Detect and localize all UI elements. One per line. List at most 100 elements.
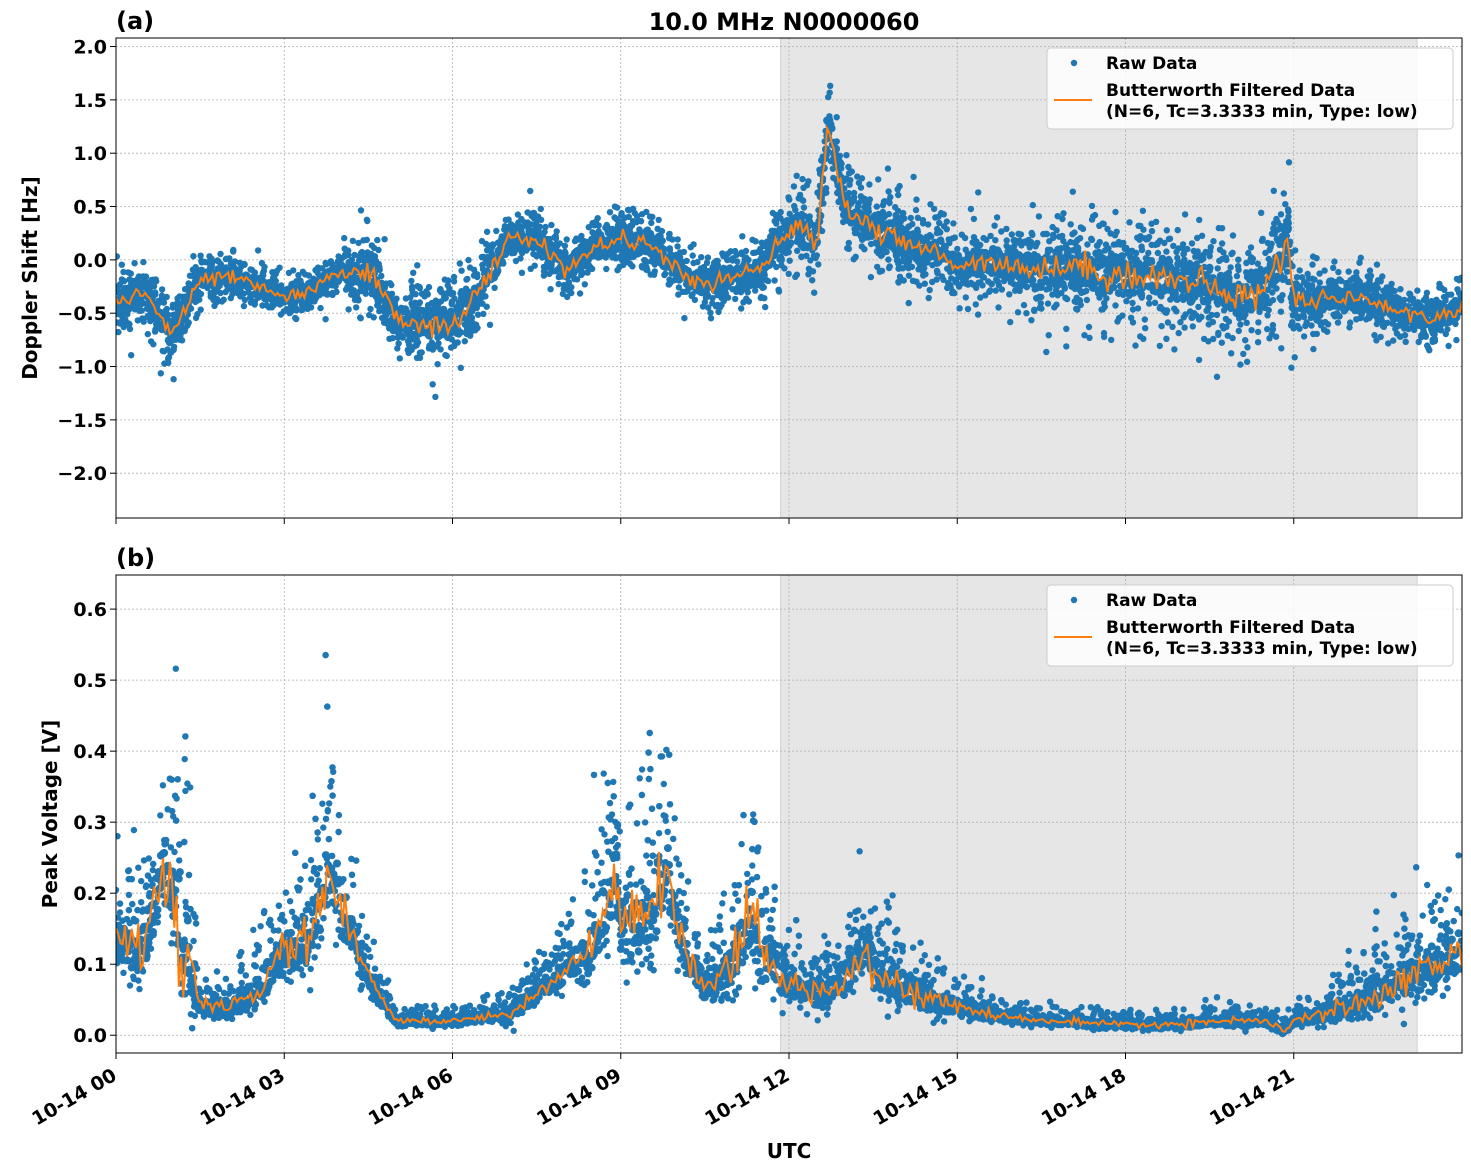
raw-data-point [493, 227, 500, 235]
raw-data-point [333, 288, 340, 295]
raw-data-point [1029, 201, 1037, 209]
raw-data-point [1414, 287, 1421, 294]
raw-data-point [674, 243, 681, 250]
raw-data-point [590, 230, 597, 237]
raw-data-point [532, 213, 539, 221]
raw-data-point [297, 306, 305, 314]
raw-data-point [1228, 350, 1235, 357]
raw-data-point [1145, 233, 1153, 241]
raw-data-point [1220, 249, 1227, 256]
raw-data-point [790, 183, 798, 190]
raw-data-point [885, 188, 892, 195]
raw-data-point [584, 269, 591, 276]
raw-data-point [798, 196, 805, 203]
raw-data-point [912, 206, 920, 214]
raw-data-point [1268, 240, 1275, 247]
raw-data-point [866, 181, 873, 188]
raw-data-point [867, 273, 875, 281]
raw-data-point [798, 253, 805, 261]
raw-data-point [992, 237, 999, 244]
raw-data-point [958, 231, 965, 238]
raw-data-point [1181, 211, 1189, 218]
raw-data-point [948, 275, 955, 282]
raw-data-point [116, 328, 122, 336]
raw-data-point [453, 329, 461, 338]
raw-data-point [1436, 280, 1443, 288]
raw-data-point [710, 259, 718, 267]
raw-data-point [683, 257, 690, 265]
raw-data-point [767, 232, 775, 240]
raw-data-point [773, 263, 780, 271]
raw-data-point [798, 210, 806, 218]
raw-data-point [857, 184, 865, 191]
raw-data-point [229, 290, 236, 298]
raw-data-point [940, 211, 947, 218]
raw-data-point [1300, 333, 1308, 340]
raw-data-point [800, 204, 808, 211]
raw-data-point [327, 258, 335, 265]
raw-data-point [359, 256, 368, 265]
raw-data-point [807, 257, 814, 264]
raw-data-point [987, 287, 994, 294]
raw-data-point [933, 267, 941, 274]
raw-data-point [1033, 294, 1040, 302]
raw-data-point [254, 277, 263, 285]
raw-data-point [1077, 224, 1085, 231]
raw-data-point [704, 291, 711, 298]
raw-data-point [1129, 306, 1137, 313]
raw-data-point [626, 207, 633, 214]
raw-data-point [705, 304, 712, 311]
raw-data-point [473, 299, 482, 308]
raw-data-point [1060, 210, 1067, 217]
raw-data-point [489, 241, 496, 248]
raw-data-point [408, 283, 416, 290]
raw-data-point [1442, 330, 1450, 338]
raw-data-point [542, 223, 549, 231]
raw-data-point [1310, 345, 1317, 353]
raw-data-point [951, 289, 958, 297]
raw-data-point [925, 294, 932, 302]
raw-data-point [200, 258, 208, 265]
raw-data-point [1224, 332, 1232, 339]
raw-data-point [134, 317, 141, 324]
raw-data-point [914, 214, 922, 221]
raw-data-point [1278, 297, 1285, 304]
raw-data-point [254, 247, 262, 254]
raw-data-point [1188, 240, 1196, 247]
raw-data-point [241, 260, 248, 268]
raw-data-point [629, 263, 636, 270]
raw-data-point [859, 236, 866, 243]
raw-data-point [1085, 323, 1093, 331]
raw-data-point [611, 214, 618, 221]
raw-data-point [707, 315, 715, 322]
raw-data-point [1269, 321, 1277, 329]
raw-data-point [448, 300, 455, 308]
raw-data-point [1347, 276, 1354, 284]
raw-data-point [171, 335, 180, 343]
raw-data-point [1364, 273, 1371, 280]
raw-data-point [381, 236, 388, 243]
raw-data-point [1170, 242, 1177, 250]
raw-data-point [1093, 242, 1101, 249]
raw-data-point [1218, 240, 1226, 247]
raw-data-point [1288, 364, 1295, 371]
raw-data-point [541, 228, 548, 236]
raw-data-point [533, 227, 542, 236]
raw-data-point [395, 340, 402, 347]
raw-data-point [1146, 294, 1153, 301]
raw-data-point [845, 245, 852, 252]
raw-data-point [1311, 276, 1318, 283]
raw-data-point [259, 269, 267, 277]
raw-data-point [845, 170, 853, 177]
raw-data-point [140, 258, 147, 266]
raw-data-point [1003, 225, 1010, 233]
raw-data-point [1208, 311, 1215, 319]
raw-data-point [724, 250, 731, 257]
raw-data-point [646, 213, 654, 220]
raw-data-point [170, 376, 177, 383]
raw-data-point [1437, 327, 1445, 334]
raw-data-point [1213, 373, 1221, 380]
raw-data-point [1336, 313, 1343, 320]
raw-data-point [549, 268, 556, 275]
raw-data-point [900, 277, 907, 284]
